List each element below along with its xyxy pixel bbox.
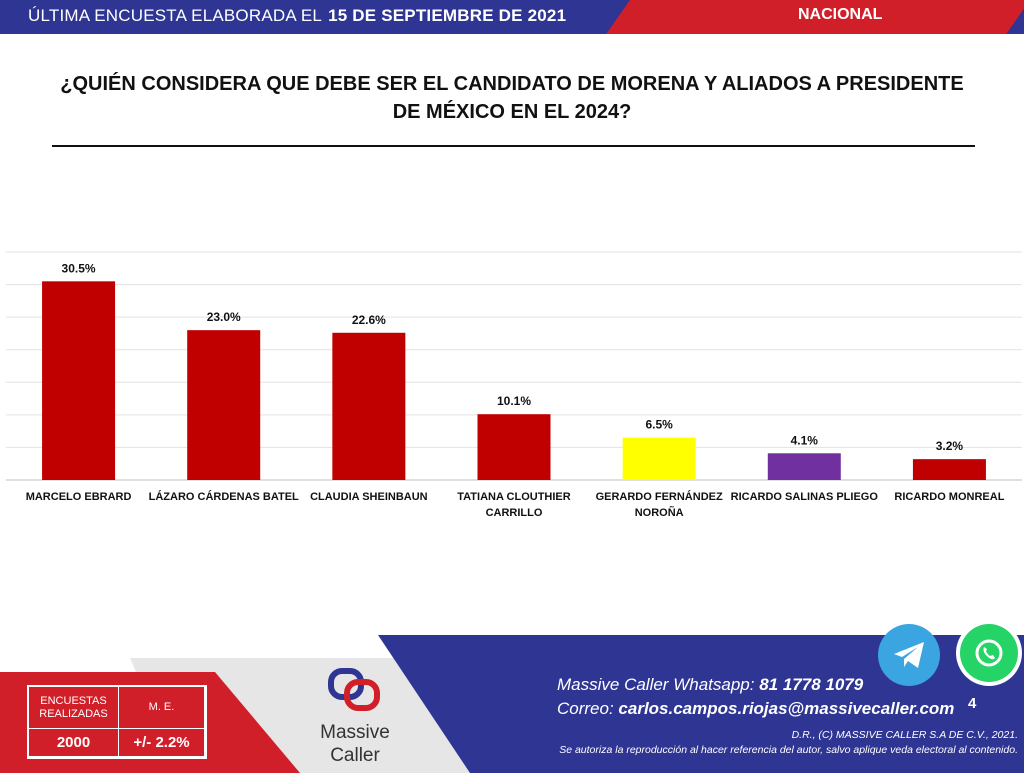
bar xyxy=(767,453,841,480)
category-label: LÁZARO CÁRDENAS BATEL xyxy=(149,490,299,503)
category-label: TATIANA CLOUTHIER xyxy=(457,491,571,503)
bar xyxy=(912,459,986,480)
survey-date: ÚLTIMA ENCUESTA ELABORADA EL 15 DE SEPTIE… xyxy=(28,6,566,26)
bar-value-label: 22.6% xyxy=(352,313,386,327)
footer-background xyxy=(0,635,1024,773)
email-label: Correo: xyxy=(557,699,614,718)
category-label: RICARDO MONREAL xyxy=(894,491,1004,503)
bar xyxy=(332,332,406,480)
contact-info: Massive Caller Whatsapp: 81 1778 1079 Co… xyxy=(557,673,954,721)
survey-stats-table: ENCUESTAS REALIZADAS M. E. 2000 +/- 2.2% xyxy=(27,685,207,759)
bar xyxy=(187,330,261,480)
question-line-1: ¿QUIÉN CONSIDERA QUE DEBE SER EL CANDIDA… xyxy=(60,73,964,95)
margin-error-value: +/- 2.2% xyxy=(119,729,205,757)
bar xyxy=(42,281,116,480)
logo-mark-icon xyxy=(328,668,380,711)
massive-caller-logo: Massive Caller xyxy=(305,668,405,765)
whatsapp-label: Massive Caller Whatsapp: xyxy=(557,675,755,694)
bar-value-label: 30.5% xyxy=(62,261,96,275)
bar-value-label: 6.5% xyxy=(645,418,673,432)
question-line-2: DE MÉXICO EN EL 2024? xyxy=(392,101,632,123)
telegram-icon[interactable] xyxy=(878,624,940,686)
surveys-value: 2000 xyxy=(29,729,119,757)
copyright-notice: D.R., (C) MASSIVE CALLER S.A DE C.V., 20… xyxy=(480,728,1018,758)
whatsapp-number: 81 1778 1079 xyxy=(759,675,864,694)
whatsapp-icon[interactable] xyxy=(956,620,1022,686)
email-link[interactable]: carlos.campos.riojas@massivecaller.com xyxy=(618,699,955,718)
surveys-label: ENCUESTAS REALIZADAS xyxy=(29,687,119,729)
survey-date-label: ÚLTIMA ENCUESTA ELABORADA EL xyxy=(28,6,323,25)
category-label: MARCELO EBRARD xyxy=(26,491,132,503)
logo-line-2: Caller xyxy=(330,745,380,766)
bar-value-label: 3.2% xyxy=(936,439,964,453)
category-label: CLAUDIA SHEINBAUN xyxy=(310,491,428,503)
category-label: CARRILLO xyxy=(486,507,543,519)
email-line: Correo: carlos.campos.riojas@massivecall… xyxy=(557,697,954,721)
category-label: RICARDO SALINAS PLIEGO xyxy=(731,491,879,503)
whatsapp-line: Massive Caller Whatsapp: 81 1778 1079 xyxy=(557,673,954,697)
copyright-line: D.R., (C) MASSIVE CALLER S.A DE C.V., 20… xyxy=(791,729,1018,741)
bar-value-label: 4.1% xyxy=(791,433,819,447)
bar xyxy=(622,437,696,480)
category-label: GERARDO FERNÁNDEZ xyxy=(596,490,723,503)
bar-chart: 30.5% MARCELO EBRARD 23.0% LÁZARO CÁRDENAS … xyxy=(6,251,1022,519)
bar-value-label: 10.1% xyxy=(497,394,531,408)
bar-value-label: 23.0% xyxy=(207,310,241,324)
header-bar: ÚLTIMA ENCUESTA ELABORADA EL 15 DE SEPTIE… xyxy=(0,0,1024,34)
margin-error-label: M. E. xyxy=(119,687,205,729)
survey-date-value: 15 DE SEPTIEMBRE DE 2021 xyxy=(328,6,567,25)
category-label: NOROÑA xyxy=(635,506,684,519)
question-title: ¿QUIÉN CONSIDERA QUE DEBE SER EL CANDIDA… xyxy=(40,70,984,126)
logo-line-1: Massive xyxy=(320,722,390,743)
reproduction-notice: Se autoriza la reproducción al hacer ref… xyxy=(559,744,1018,756)
bar xyxy=(477,414,551,480)
title-divider xyxy=(52,145,975,147)
page-number: 4 xyxy=(968,695,977,712)
scope-label: NACIONAL xyxy=(798,6,883,23)
